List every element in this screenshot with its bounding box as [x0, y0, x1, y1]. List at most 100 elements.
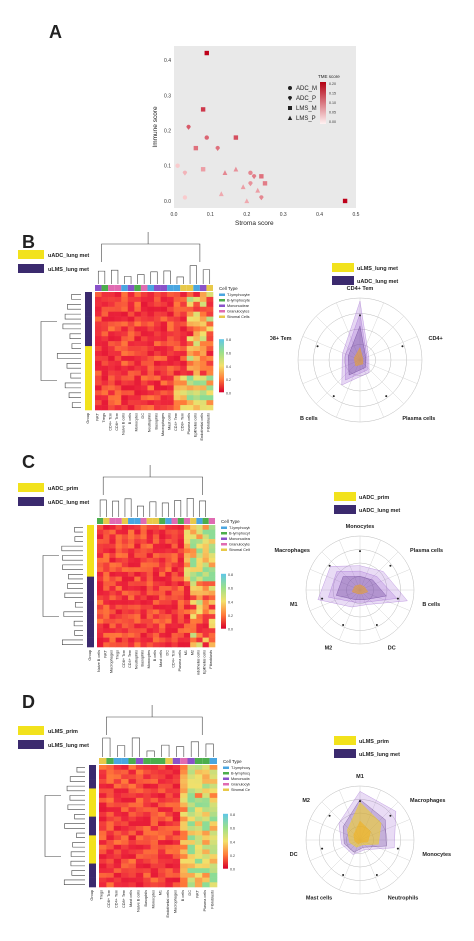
group-bar-cell [85, 292, 92, 298]
heatmap-cell [128, 872, 137, 878]
heatmap-cell [209, 821, 218, 827]
heatmap-cell [115, 600, 123, 606]
heatmap-cell [193, 365, 201, 371]
heatmap-cell [134, 557, 141, 563]
radar-spoke [359, 589, 410, 611]
heatmap-cell [165, 793, 174, 799]
heatmap-cell [199, 346, 207, 352]
heatmap-cell [165, 614, 172, 620]
heatmap-cell [209, 844, 218, 850]
heatmap-cell [202, 877, 210, 883]
panel-label-b: B [22, 232, 35, 252]
heatmap-cell [109, 637, 116, 643]
heatmap-cell [190, 553, 197, 559]
group-bar-cell [89, 882, 96, 888]
heatmap-cell [193, 385, 201, 391]
celltype-bar-cell [208, 518, 215, 524]
heatmap-cell [154, 351, 161, 357]
heatmap-cell [159, 623, 166, 629]
heatmap-cell [101, 375, 109, 381]
celltype-legend-swatch [223, 772, 229, 775]
row-dendrogram-branch [44, 795, 61, 857]
heatmap-cell [121, 341, 129, 347]
heatmap-cell [140, 400, 148, 406]
heatmap-cell [97, 534, 104, 540]
heatmap-cell [140, 405, 148, 411]
heatmap-cell [143, 868, 151, 874]
radar-axis-label: Mast cells [306, 896, 332, 902]
y-tick-label: 0.0 [164, 199, 171, 205]
heatmap-cell [186, 346, 194, 352]
heatmap-cell [180, 365, 188, 371]
heatmap-cell [103, 567, 110, 573]
row-dendrogram-branch [71, 402, 81, 408]
heatmap-cell [180, 360, 188, 367]
heatmap-colorbar [221, 573, 226, 629]
heatmap-cell [199, 316, 207, 322]
radar-spoke [359, 569, 410, 591]
heatmap-cell [103, 586, 110, 591]
heatmap-cell [106, 840, 115, 846]
heatmap-cell [113, 821, 122, 827]
heatmap-cell [135, 868, 144, 874]
heatmap-cell [127, 385, 135, 391]
heatmap-cell [165, 830, 174, 836]
heatmap-cell [165, 576, 172, 582]
heatmap-cell [173, 292, 181, 298]
heatmap-cell [140, 553, 147, 559]
x-tick-label: 0.5 [353, 212, 360, 218]
radar-axis-label: CD8+ Tem [270, 336, 292, 342]
celltype-legend-label: B-lymphocytes [229, 532, 250, 536]
heatmap-cell [171, 581, 179, 587]
heatmap-cell [134, 321, 142, 327]
heatmap-cell [147, 341, 155, 347]
heatmap-cell [209, 816, 218, 822]
heatmap-cell [147, 326, 155, 332]
group-bar-cell [85, 375, 92, 381]
heatmap-cell [190, 529, 197, 535]
column-label: Macrophages [110, 650, 114, 673]
heatmap-cell [134, 360, 142, 367]
heatmap-cell [106, 826, 115, 831]
heatmap-cell [171, 637, 179, 643]
group-bar-cell [87, 590, 94, 596]
group-bar-cell [87, 628, 94, 634]
heatmap-cell [128, 835, 137, 841]
heatmap-cell [140, 637, 147, 643]
heatmap-cell [183, 614, 191, 620]
heatmap-cell [167, 390, 174, 396]
heatmap-cell [146, 586, 154, 591]
heatmap-cell [143, 797, 151, 803]
heatmap-cell [177, 609, 185, 615]
heatmap-cell [154, 390, 161, 396]
heatmap-cell [108, 395, 115, 401]
heatmap-cell [202, 863, 210, 869]
celltype-bar-cell [146, 518, 153, 524]
group-bar-cell [85, 351, 92, 357]
colorbar-tick: 0.0 [226, 391, 231, 395]
data-point [175, 163, 180, 168]
heatmap-cell [128, 863, 137, 869]
heatmap-cell [99, 779, 107, 785]
heatmap-cell [165, 581, 172, 587]
heatmap-cell [128, 840, 137, 846]
heatmap-cell [180, 816, 188, 822]
heatmap-cell [173, 355, 181, 362]
celltype-bar-cell [121, 758, 129, 764]
heatmap-cell [121, 854, 129, 860]
heatmap-cell [177, 581, 185, 587]
heatmap-cell [109, 614, 116, 620]
heatmap-cell [171, 628, 179, 634]
heatmap-cell [114, 306, 122, 312]
heatmap-cell [159, 553, 166, 559]
heatmap-cell [159, 571, 166, 577]
group-legend-swatch [18, 740, 44, 749]
heatmap-cell [103, 642, 110, 648]
heatmap-cell [177, 529, 185, 535]
heatmap-cell [134, 355, 142, 362]
heatmap-cell [196, 529, 203, 535]
data-point [204, 135, 209, 140]
colorbar-tick: 0.8 [228, 573, 233, 577]
heatmap-cell [208, 543, 216, 549]
celltype-legend-swatch [219, 293, 225, 296]
